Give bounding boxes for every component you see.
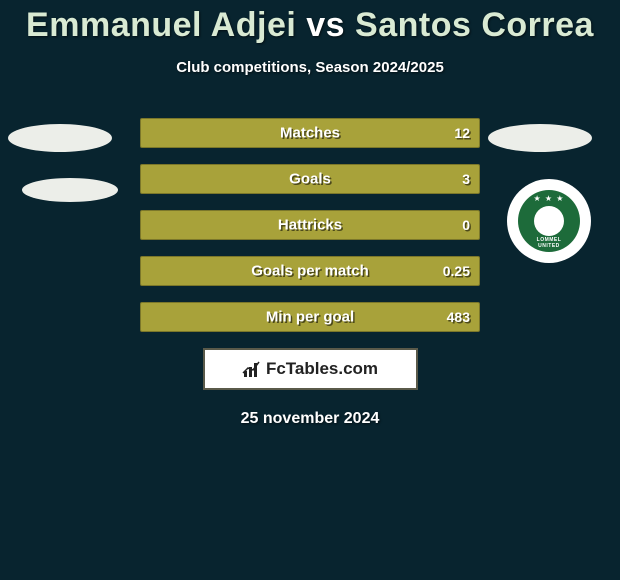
stat-row: Min per goal 483 (140, 302, 480, 332)
date-label: 25 november 2024 (0, 410, 620, 428)
stat-label: Hattricks (278, 217, 342, 234)
decorative-ellipse (8, 124, 112, 152)
bar-chart-icon (242, 359, 262, 379)
stat-row: Goals 3 (140, 164, 480, 194)
comparison-title: Emmanuel Adjei vs Santos Correa (0, 0, 620, 45)
stat-value-right: 483 (447, 309, 470, 325)
stat-label: Min per goal (266, 309, 354, 326)
brand-text: FcTables.com (266, 359, 378, 379)
decorative-ellipse (22, 178, 118, 202)
stat-label: Matches (280, 125, 340, 142)
soccer-ball-icon (534, 206, 564, 236)
player1-name: Emmanuel Adjei (26, 6, 296, 44)
club-logo: ★ ★ ★ LOMMEL UNITED (507, 179, 591, 263)
brand-box: FcTables.com (203, 348, 418, 390)
subtitle: Club competitions, Season 2024/2025 (0, 59, 620, 76)
stat-row: Matches 12 (140, 118, 480, 148)
club-logo-inner: ★ ★ ★ LOMMEL UNITED (518, 190, 580, 252)
stats-container: Matches 12 Goals 3 Hattricks 0 Goals per match… (140, 118, 480, 332)
club-name-bottom: UNITED (538, 243, 560, 249)
stat-label: Goals per match (251, 263, 369, 280)
stat-value-right: 12 (454, 125, 470, 141)
logo-stars-icon: ★ ★ ★ (534, 194, 565, 203)
stat-label: Goals (289, 171, 331, 188)
stat-row: Goals per match 0.25 (140, 256, 480, 286)
stat-value-right: 0.25 (443, 263, 470, 279)
stat-value-right: 3 (462, 171, 470, 187)
club-logo-text: LOMMEL UNITED (537, 237, 562, 249)
stat-value-right: 0 (462, 217, 470, 233)
player2-name: Santos Correa (355, 6, 594, 44)
stat-row: Hattricks 0 (140, 210, 480, 240)
decorative-ellipse (488, 124, 592, 152)
vs-label: vs (306, 6, 345, 44)
